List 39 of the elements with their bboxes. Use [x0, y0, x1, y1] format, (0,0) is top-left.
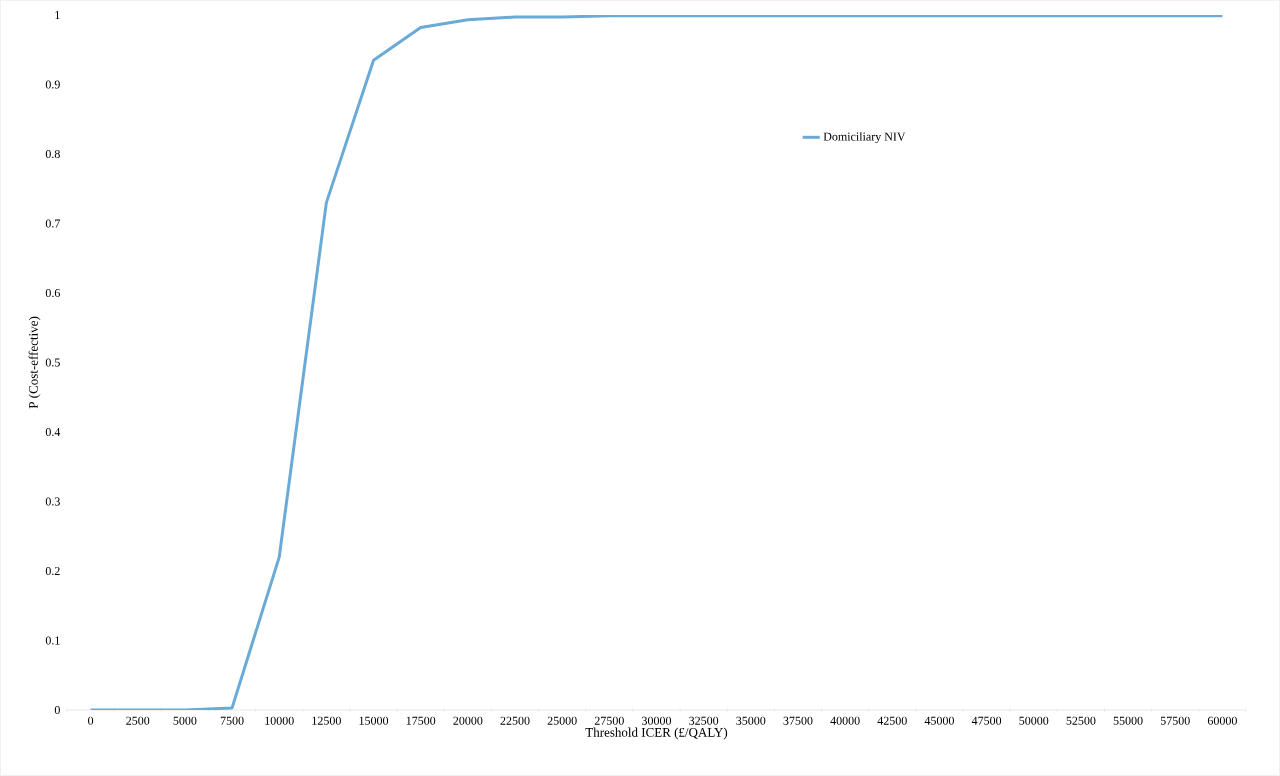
y-tick-label: 0.6 — [45, 288, 60, 298]
y-tick-label: 0.2 — [45, 566, 60, 576]
x-tick-label: 47500 — [971, 716, 1002, 725]
x-tick-label: 10000 — [265, 716, 294, 725]
y-axis-title: P (Cost-effective) — [28, 316, 41, 409]
x-tick-label: 50000 — [1019, 716, 1049, 725]
legend-label: Domiciliary NIV — [823, 132, 906, 144]
x-tick-label: 35000 — [736, 716, 766, 725]
x-tick-label: 30000 — [642, 716, 672, 725]
y-tick-label: 0.4 — [45, 427, 61, 437]
x-tick-label: 5000 — [173, 716, 197, 725]
x-tick-label: 15000 — [359, 716, 389, 725]
x-tick-label: 57500 — [1160, 716, 1190, 725]
x-tick-label: 60000 — [1207, 716, 1237, 725]
x-tick-label: 37500 — [783, 716, 813, 725]
x-tick-label: 32500 — [689, 716, 719, 725]
y-tick-label: 0 — [54, 705, 60, 715]
x-tick-label: 45000 — [924, 716, 954, 725]
y-tick-label: 0.7 — [45, 219, 60, 228]
x-tick-label: 2500 — [126, 716, 150, 725]
x-axis-title: Threshold ICER (£/QALY) — [585, 727, 728, 740]
x-tick-label: 17500 — [406, 716, 436, 725]
y-tick-label: 0.8 — [45, 149, 60, 159]
y-tick-label: 1 — [55, 11, 60, 19]
x-tick-label: 20000 — [453, 716, 483, 725]
x-tick-label: 52500 — [1066, 716, 1096, 725]
x-tick-label: 12500 — [312, 716, 341, 725]
x-tick-label: 27500 — [594, 716, 624, 725]
x-tick-label: 0 — [88, 716, 94, 725]
y-tick-label: 0.1 — [45, 636, 60, 645]
x-tick-label: 22500 — [500, 716, 530, 725]
x-tick-label: 42500 — [877, 716, 907, 725]
y-tick-label: 0.3 — [45, 497, 60, 506]
y-tick-label: 0.9 — [45, 80, 60, 89]
x-tick-label: 40000 — [830, 716, 860, 725]
y-tick-label: 0.5 — [45, 358, 60, 367]
x-tick-label: 55000 — [1113, 716, 1143, 725]
x-tick-label: 25000 — [547, 716, 577, 725]
x-tick-label: 7500 — [220, 716, 244, 725]
